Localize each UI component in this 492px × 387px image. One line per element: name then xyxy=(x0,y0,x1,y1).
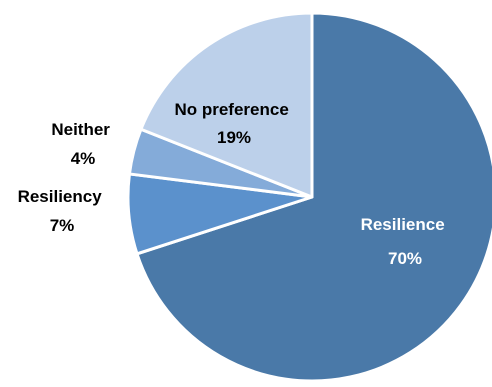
pie-slice-resilience xyxy=(135,11,492,383)
slice-category-resilience: Resilience xyxy=(361,215,445,234)
slice-category-no-preference: No preference xyxy=(174,100,288,119)
slice-value-no-preference: 19% xyxy=(217,128,251,147)
slice-label-resilience: Resilience 70% xyxy=(361,215,450,268)
slice-category-resiliency: Resiliency xyxy=(18,187,103,206)
slice-category-neither: Neither xyxy=(51,120,110,139)
pie-labels: Resilience 70% Resiliency 7% Neither 4% … xyxy=(18,100,450,268)
slice-value-resilience: 70% xyxy=(388,249,422,268)
slice-label-neither: Neither 4% xyxy=(51,120,114,168)
pie-slices xyxy=(126,11,492,383)
slice-label-no-preference: No preference 19% xyxy=(174,100,293,147)
slice-value-neither: 4% xyxy=(71,149,96,168)
pie-slice-no-preference xyxy=(139,11,314,199)
slice-value-resiliency: 7% xyxy=(50,216,75,235)
slice-label-resiliency: Resiliency 7% xyxy=(18,187,107,235)
